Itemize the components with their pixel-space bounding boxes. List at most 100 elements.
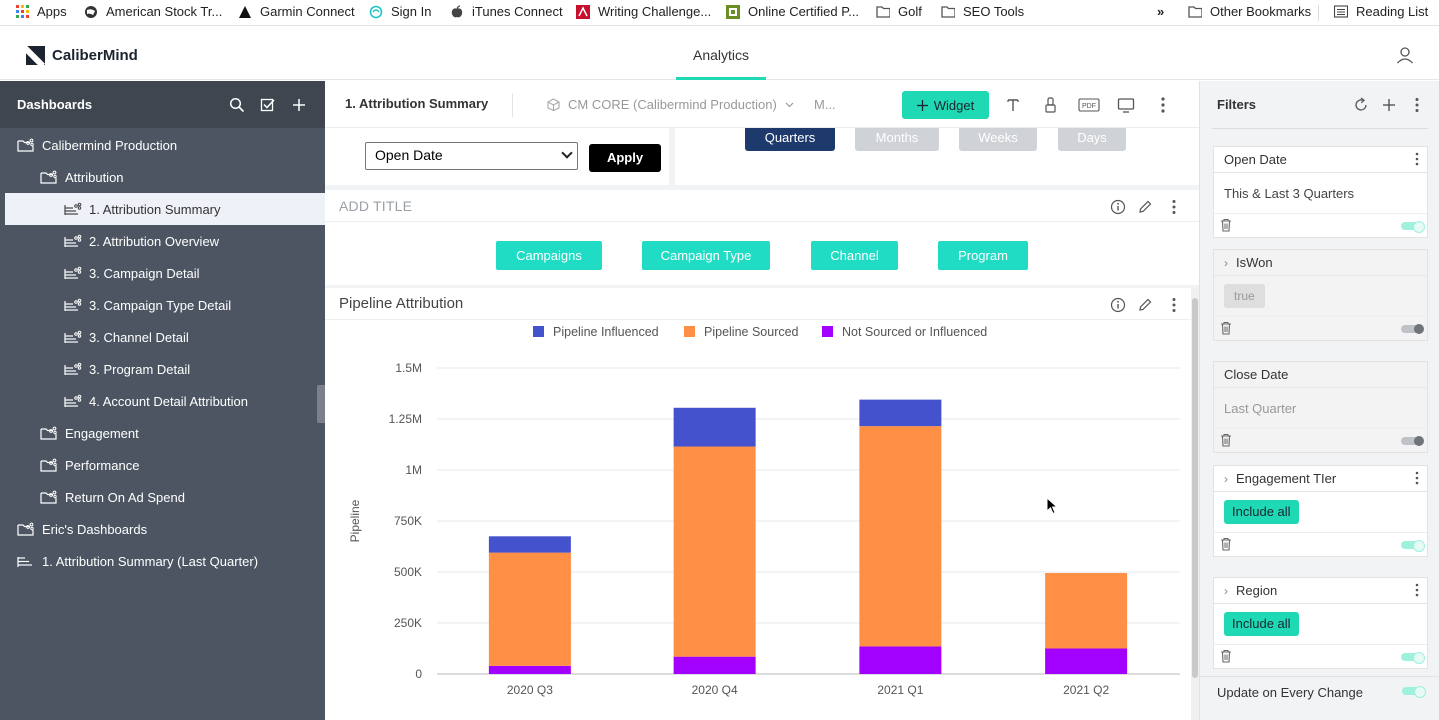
bookmark-writing-challenge[interactable]: Writing Challenge...	[576, 4, 711, 19]
filter-card-body[interactable]: This & Last 3 Quarters	[1214, 173, 1427, 213]
widget-kebab-icon[interactable]	[1171, 199, 1177, 215]
trash-icon[interactable]	[1220, 321, 1232, 335]
filter-enable-toggle[interactable]	[1401, 221, 1425, 233]
sidebar-item[interactable]: 3. Campaign Type Detail	[0, 289, 325, 321]
scrollbar-thumb[interactable]	[1192, 298, 1198, 678]
filters-kebab-icon[interactable]	[1414, 97, 1420, 113]
folder-share-icon	[40, 458, 58, 472]
filter-widget-icon[interactable]	[1042, 96, 1060, 114]
trash-icon[interactable]	[1220, 433, 1232, 447]
granularity-months-button[interactable]: Months	[855, 128, 939, 151]
update-on-change-toggle[interactable]	[1402, 686, 1426, 698]
add-dashboard-icon[interactable]	[291, 97, 307, 113]
filter-enable-toggle[interactable]	[1401, 652, 1425, 664]
filter-card-body[interactable]: true	[1214, 276, 1427, 316]
sidebar-item[interactable]: 1. Attribution Summary (Last Quarter)	[0, 545, 325, 577]
filter-card-header[interactable]: › IsWon	[1214, 250, 1427, 276]
filter-card-header[interactable]: › Engagement TIer	[1214, 466, 1427, 492]
search-icon[interactable]	[229, 97, 245, 113]
bar-segment	[859, 646, 942, 674]
datasource-selector[interactable]: CM CORE (Calibermind Production)	[547, 97, 794, 112]
filter-enable-toggle[interactable]	[1401, 324, 1424, 334]
bookmarks-overflow-button[interactable]: »	[1157, 4, 1165, 19]
bookmark-label: Garmin Connect	[260, 4, 355, 19]
bookmark-seo-tools[interactable]: SEO Tools	[941, 4, 1024, 19]
date-field-select[interactable]: Open Date	[365, 142, 578, 170]
sidebar-item[interactable]: Engagement	[0, 417, 325, 449]
add-filter-icon[interactable]	[1381, 97, 1397, 113]
filter-kebab-icon[interactable]	[1415, 152, 1419, 166]
sidebar-item[interactable]: Attribution	[0, 161, 325, 193]
sidebar-item[interactable]: 3. Campaign Detail	[0, 257, 325, 289]
chevron-right-icon[interactable]: ›	[1224, 255, 1228, 270]
bookmark-sign-in[interactable]: Sign In	[369, 4, 431, 19]
date-field-widget: Open Date Apply	[325, 128, 669, 185]
reset-filters-icon[interactable]	[1353, 97, 1369, 113]
granularity-weeks-button[interactable]: Weeks	[959, 128, 1037, 151]
sidebar-item[interactable]: 4. Account Detail Attribution	[0, 385, 325, 417]
filter-card-body[interactable]: Last Quarter	[1214, 388, 1427, 428]
info-icon[interactable]	[1110, 199, 1126, 215]
sidebar-item-label: Return On Ad Spend	[65, 489, 185, 505]
user-profile-icon[interactable]	[1396, 46, 1414, 64]
edit-pencil-icon[interactable]	[1137, 297, 1153, 313]
add-widget-button[interactable]: Widget	[902, 91, 989, 119]
info-icon[interactable]	[1110, 297, 1126, 313]
filter-value[interactable]: Include all	[1224, 500, 1299, 524]
toolbar-more-text[interactable]: M...	[814, 97, 836, 112]
toolbar-kebab-icon[interactable]	[1160, 96, 1166, 114]
widget-kebab-icon[interactable]	[1171, 297, 1177, 313]
sidebar-item[interactable]: Return On Ad Spend	[0, 481, 325, 513]
filter-enable-toggle[interactable]	[1401, 436, 1424, 446]
tab-channel-button[interactable]: Channel	[811, 241, 898, 270]
sidebar-resize-handle[interactable]	[317, 385, 325, 423]
filter-card-footer	[1214, 428, 1427, 452]
filter-card-header[interactable]: Open Date	[1214, 147, 1427, 173]
tab-campaign-type-button[interactable]: Campaign Type	[642, 241, 770, 270]
folder-share-icon	[40, 170, 58, 184]
bookmark-american-stock[interactable]: American Stock Tr...	[84, 4, 222, 19]
bookmark-itunes[interactable]: iTunes Connect	[450, 4, 563, 19]
canvas-scrollbar[interactable]	[1191, 288, 1199, 720]
text-widget-icon[interactable]	[1005, 96, 1023, 114]
present-mode-icon[interactable]	[1117, 96, 1135, 114]
bookmark-golf[interactable]: Golf	[876, 4, 922, 19]
sidebar-item[interactable]: 3. Program Detail	[0, 353, 325, 385]
chevron-right-icon[interactable]: ›	[1224, 471, 1228, 486]
sidebar-item[interactable]: Performance	[0, 449, 325, 481]
brand-logo[interactable]: CaliberMind	[26, 46, 138, 65]
trash-icon[interactable]	[1220, 218, 1232, 232]
sidebar-item[interactable]: Calibermind Production	[0, 129, 325, 161]
filter-kebab-icon[interactable]	[1415, 471, 1419, 485]
sidebar-item[interactable]: 1. Attribution Summary	[5, 193, 325, 225]
trash-icon[interactable]	[1220, 649, 1232, 663]
bookmark-garmin[interactable]: Garmin Connect	[238, 4, 355, 19]
tab-campaigns-button[interactable]: Campaigns	[496, 241, 602, 270]
sidebar-item[interactable]: 2. Attribution Overview	[0, 225, 325, 257]
filter-enable-toggle[interactable]	[1401, 540, 1425, 552]
sidebar-item[interactable]: Eric's Dashboards	[0, 513, 325, 545]
bookmark-other[interactable]: Other Bookmarks	[1188, 4, 1311, 19]
nav-tab-analytics[interactable]: Analytics	[676, 26, 766, 80]
trash-icon[interactable]	[1220, 537, 1232, 551]
tab-program-button[interactable]: Program	[938, 241, 1028, 270]
filter-card-body[interactable]: Include all	[1214, 604, 1427, 644]
apply-button[interactable]: Apply	[589, 144, 661, 172]
filter-card-body[interactable]: Include all	[1214, 492, 1427, 532]
granularity-days-button[interactable]: Days	[1058, 128, 1126, 151]
widget-title-placeholder[interactable]: ADD TITLE	[339, 198, 413, 214]
pdf-export-icon[interactable]: PDF	[1078, 96, 1100, 114]
filter-card-header[interactable]: › Region	[1214, 578, 1427, 604]
bookmark-apps[interactable]: Apps	[15, 4, 67, 19]
granularity-quarters-button[interactable]: Quarters	[745, 128, 835, 151]
bookmark-online-certified[interactable]: Online Certified P...	[726, 4, 859, 19]
checklist-icon[interactable]	[260, 97, 276, 113]
filter-value[interactable]: Include all	[1224, 612, 1299, 636]
bookmark-label: Online Certified P...	[748, 4, 860, 19]
filter-kebab-icon[interactable]	[1415, 583, 1419, 597]
sidebar-item[interactable]: 3. Channel Detail	[0, 321, 325, 353]
chevron-right-icon[interactable]: ›	[1224, 583, 1228, 598]
bookmark-reading-list[interactable]: Reading List	[1334, 4, 1428, 19]
edit-pencil-icon[interactable]	[1137, 199, 1153, 215]
filter-card-header[interactable]: Close Date	[1214, 362, 1427, 388]
